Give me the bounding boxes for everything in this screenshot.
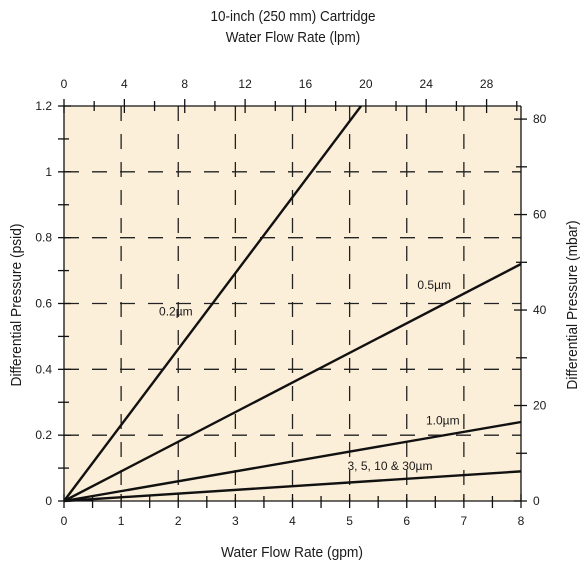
- x-tick-label: 4: [289, 514, 296, 528]
- y-right-tick-label: 80: [533, 112, 547, 126]
- y-right-tick-label: 40: [533, 303, 547, 317]
- y-axis-title: Differential Pressure (psid): [9, 223, 26, 386]
- x-tick-label: 7: [461, 514, 468, 528]
- y-tick-label: 1.2: [35, 99, 52, 113]
- top-axis-title: Water Flow Rate (lpm): [225, 29, 361, 46]
- grid-layer: [64, 106, 521, 501]
- x-axis-title: Water Flow Rate (gpm): [221, 545, 363, 562]
- x-tick-label: 1: [118, 514, 125, 528]
- x-top-tick-label: 4: [121, 77, 128, 91]
- series-line: [63, 105, 363, 502]
- x-tick-label: 2: [175, 514, 182, 528]
- y-right-axis-title: Differential Pressure (mbar): [565, 220, 582, 389]
- y-tick-label: 0.2: [35, 428, 52, 442]
- series-layer: [63, 105, 522, 503]
- y-right-tick-label: 0: [533, 494, 540, 508]
- series-line: [63, 420, 522, 503]
- x-tick-label: 0: [61, 514, 68, 528]
- series-label: 0.2µm: [159, 304, 193, 318]
- x-top-tick-label: 16: [299, 77, 313, 91]
- x-tick-label: 6: [403, 514, 410, 528]
- x-top-tick-label: 0: [61, 77, 68, 91]
- y-tick-label: 0: [45, 494, 52, 508]
- series-label: 3, 5, 10 & 30µm: [347, 459, 432, 473]
- x-top-tick-label: 8: [181, 77, 188, 91]
- y-tick-label: 0.6: [35, 297, 52, 311]
- x-top-tick-label: 20: [359, 77, 373, 91]
- x-top-tick-label: 12: [238, 77, 252, 91]
- series-label: 0.5µm: [417, 278, 451, 292]
- axes-layer: [58, 99, 527, 508]
- y-tick-label: 0.8: [35, 231, 52, 245]
- x-top-tick-label: 28: [480, 77, 494, 91]
- x-tick-label: 3: [232, 514, 239, 528]
- label-layer: 0 1 2 3 4 5 6 7 80 4 8 12 16 20 24 2800.20.40.60.811.20…: [35, 77, 546, 528]
- x-top-tick-label: 24: [420, 77, 434, 91]
- series-label: 1.0µm: [426, 413, 460, 427]
- chart-title: 10-inch (250 mm) Cartridge: [210, 8, 376, 25]
- x-tick-label: 8: [518, 514, 525, 528]
- series-line: [63, 262, 522, 503]
- y-tick-label: 1: [45, 165, 52, 179]
- series-line: [63, 470, 522, 503]
- y-tick-label: 0.4: [35, 362, 52, 376]
- y-right-tick-label: 20: [533, 399, 547, 413]
- x-tick-label: 5: [346, 514, 353, 528]
- y-right-tick-label: 60: [533, 208, 547, 222]
